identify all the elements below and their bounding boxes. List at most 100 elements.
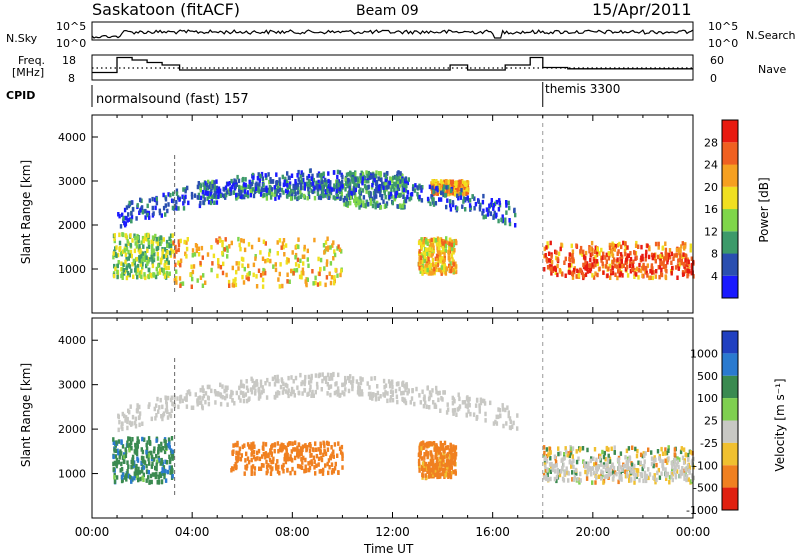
- power-cell: [140, 250, 143, 256]
- velocity-cell: [389, 398, 392, 403]
- power-cell: [675, 247, 679, 253]
- power-cell: [282, 244, 285, 250]
- velocity-cell: [150, 450, 153, 456]
- power-cell: [406, 194, 409, 200]
- power-cell: [625, 260, 628, 265]
- power-cell: [434, 238, 437, 243]
- power-cell: [152, 211, 155, 216]
- velocity-cell: [278, 447, 282, 453]
- velocity-cell: [676, 456, 679, 461]
- velocity-cell: [196, 398, 199, 403]
- power-cell: [152, 248, 155, 253]
- velocity-cell: [636, 448, 639, 454]
- power-cell: [497, 207, 501, 212]
- velocity-cell: [424, 461, 428, 467]
- velocity-cell: [256, 450, 259, 456]
- velocity-cell: [173, 395, 176, 400]
- power-cell: [421, 253, 424, 258]
- velocity-cell: [579, 471, 582, 477]
- velocity-cell: [546, 467, 549, 472]
- velocity-cell: [300, 465, 304, 470]
- power-cell: [308, 184, 311, 190]
- velocity-cell: [124, 418, 127, 423]
- velocity-cell: [250, 446, 253, 451]
- power-cell: [289, 196, 293, 201]
- velocity-cell: [549, 469, 552, 474]
- velocity-cell: [566, 452, 569, 458]
- power-cell: [401, 173, 404, 179]
- velocity-cell: [254, 388, 257, 394]
- power-cell: [449, 180, 452, 185]
- velocity-cell: [631, 445, 634, 450]
- power-cell: [620, 244, 623, 250]
- power-cell: [438, 184, 442, 190]
- power-cell: [243, 194, 246, 200]
- velocity-cell: [454, 471, 457, 476]
- power-cell: [687, 264, 690, 269]
- velocity-cell: [605, 445, 609, 451]
- velocity-cell: [283, 457, 286, 462]
- power-cell: [288, 181, 292, 186]
- power-cell: [251, 187, 255, 192]
- power-cell: [570, 263, 573, 268]
- velocity-cell: [391, 397, 395, 403]
- power-cell: [144, 233, 147, 238]
- power-cell: [635, 272, 638, 277]
- velocity-cell: [435, 385, 438, 391]
- velocity-cell: [142, 477, 145, 482]
- power-cell: [327, 178, 330, 184]
- power-cell: [419, 269, 422, 274]
- velocity-cell: [457, 406, 461, 411]
- power-cell: [272, 264, 275, 269]
- velocity-cell: [469, 411, 472, 417]
- power-colorbar-swatch: [722, 186, 738, 210]
- velocity-cell: [443, 390, 446, 395]
- power-cell: [162, 192, 165, 198]
- power-cell: [367, 185, 370, 190]
- velocity-cell: [688, 470, 691, 475]
- power-cell: [623, 248, 627, 254]
- power-cell: [295, 268, 299, 273]
- velocity-cell: [676, 459, 680, 465]
- power-cell: [443, 184, 446, 189]
- velocity-cell: [335, 381, 338, 386]
- power-cell: [448, 199, 452, 204]
- power-cell: [197, 181, 200, 186]
- velocity-cell: [152, 457, 156, 462]
- power-cell: [325, 184, 329, 189]
- power-cell: [403, 185, 406, 190]
- velocity-cell: [643, 470, 647, 476]
- velocity-cell: [344, 387, 347, 392]
- power-cell: [121, 212, 124, 218]
- power-cell: [626, 253, 630, 258]
- power-cell: [482, 193, 485, 199]
- velocity-cell: [130, 422, 133, 427]
- power-cell: [679, 253, 682, 258]
- velocity-cell: [239, 390, 243, 395]
- power-cell: [432, 202, 436, 207]
- power-cell: [155, 237, 158, 242]
- velocity-cell: [112, 454, 115, 460]
- power-cell: [317, 256, 320, 262]
- velocity-cell: [443, 462, 446, 468]
- power-cell: [127, 241, 130, 246]
- power-cell: [343, 201, 346, 207]
- power-cell: [278, 271, 281, 277]
- power-cell: [151, 257, 154, 262]
- power-cell: [545, 245, 548, 250]
- power-cell: [362, 195, 366, 200]
- power-cell: [423, 258, 426, 264]
- power-cell: [286, 189, 290, 195]
- power-cell: [191, 253, 194, 258]
- power-cell: [463, 187, 467, 192]
- power-cell: [362, 203, 365, 208]
- power-cell: [215, 179, 218, 184]
- power-cell: [127, 263, 130, 268]
- velocity-cell: [312, 455, 316, 460]
- velocity-cell: [400, 391, 403, 396]
- velocity-cell: [428, 441, 431, 446]
- power-cell: [147, 210, 151, 216]
- velocity-cell: [117, 450, 120, 456]
- power-cell: [451, 179, 455, 184]
- power-cell: [146, 212, 149, 218]
